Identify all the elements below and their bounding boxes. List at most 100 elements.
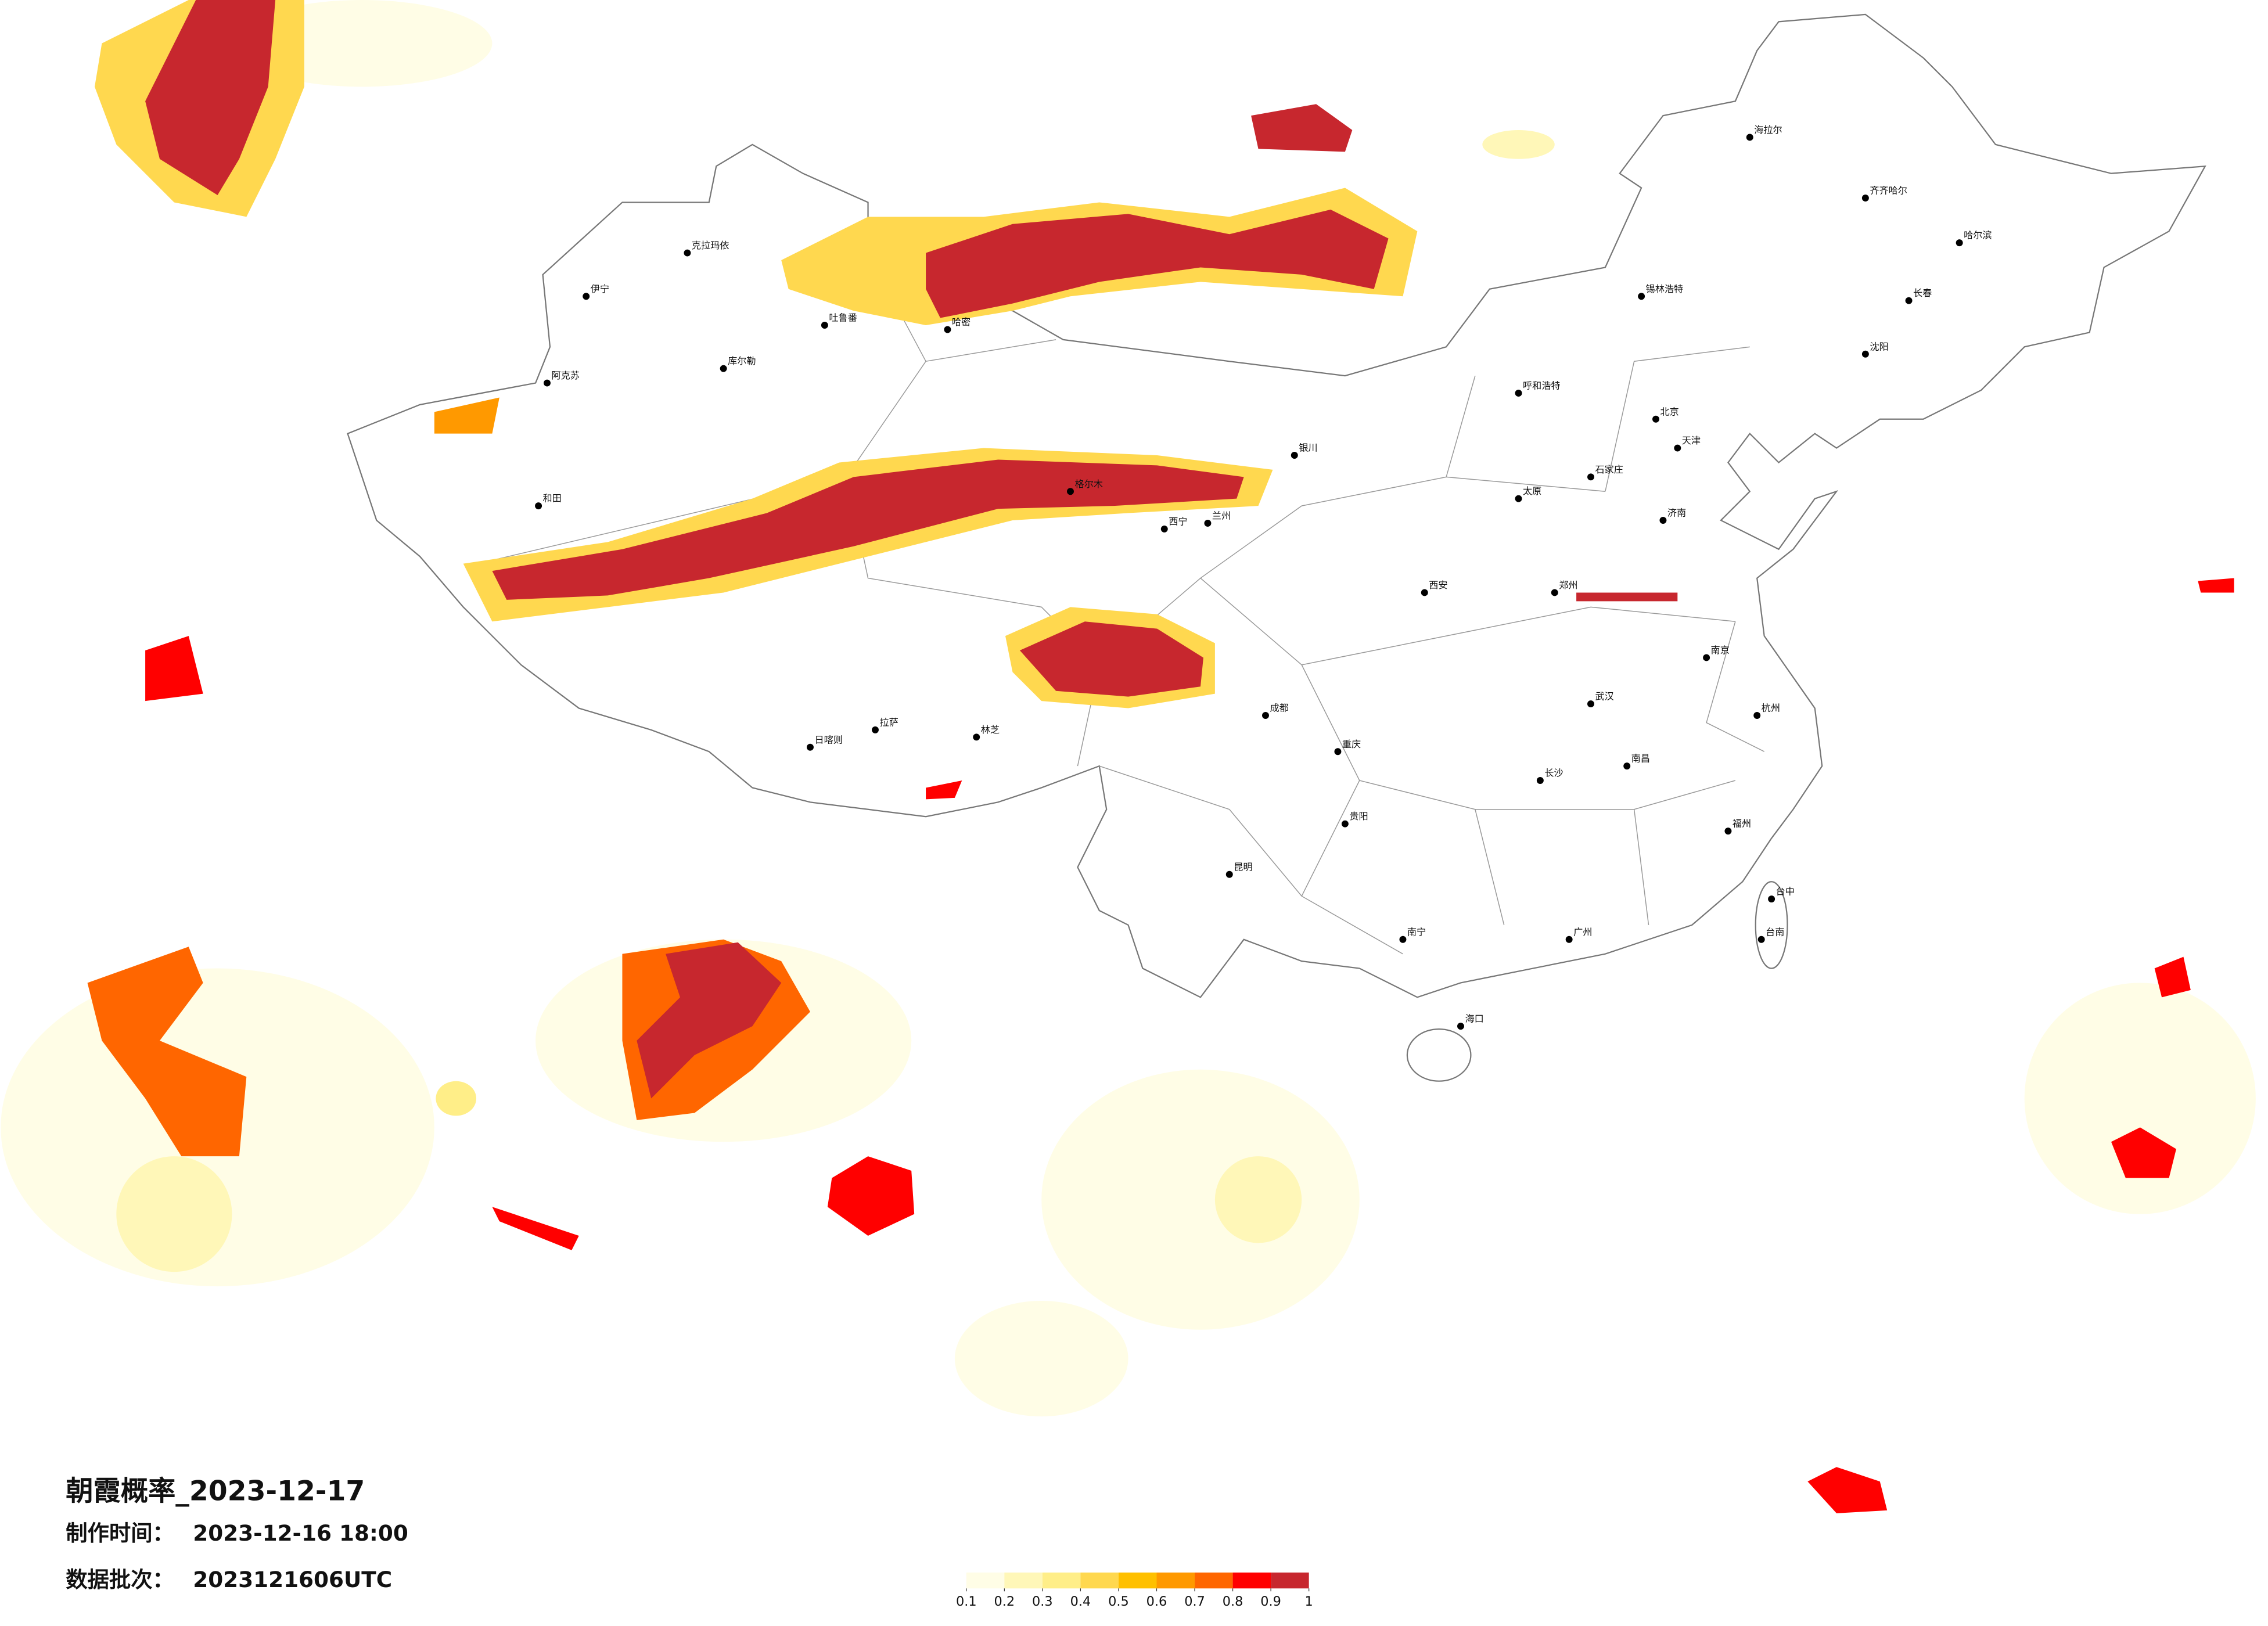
colorbar-tick-label: 1 [1305,1594,1313,1609]
colorbar-tick-label: 0.8 [1223,1594,1243,1609]
city-marker [973,733,980,741]
city-label: 库尔勒 [728,355,756,366]
taiwan-outline [1755,881,1788,969]
field-patch [637,942,782,1099]
city-marker [1746,134,1753,141]
city-label: 重庆 [1342,739,1361,750]
city-label: 锡林浩特 [1646,283,1684,294]
city-marker [1160,525,1168,533]
colorbar-swatch [1042,1572,1081,1589]
footer-value: 2023121606UTC [193,1567,392,1592]
province-borders [477,253,1764,955]
city-label: 贵阳 [1349,811,1368,822]
city-marker [944,326,951,333]
field-patch [827,1156,915,1236]
city-marker [1587,700,1594,708]
city-marker [1757,936,1765,943]
field-patch [1041,1069,1360,1330]
field-patch [1251,104,1353,152]
city-label: 和田 [543,493,562,504]
colorbar-swatch [1004,1572,1043,1589]
city-label: 阿克苏 [551,370,579,381]
city-label: 太原 [1523,485,1541,497]
colorbar-tick-label: 0.5 [1108,1594,1129,1609]
city-label: 成都 [1270,703,1288,714]
colorbar-swatch [966,1572,1005,1589]
city-marker [1536,777,1544,784]
colorbar: 0.1 0.2 0.3 0.4 0.5 0.6 0.7 0.8 0.9 1 [956,1572,1313,1609]
footer: 朝霞概率_2023-12-17 制作时间： 2023-12-16 18:00 数… [66,1475,408,1592]
field-patch [926,780,962,800]
city-marker [1551,589,1558,596]
map-title: 朝霞概率_2023-12-17 [66,1475,365,1507]
city-label: 武汉 [1595,691,1613,702]
city-marker [535,502,542,510]
city-marker [1703,654,1710,661]
probability-field [87,0,2234,1513]
city-marker [1067,488,1074,495]
field-patch [1576,592,1678,602]
field-patch [434,397,499,434]
city-label: 西安 [1429,580,1447,591]
city-label: 石家庄 [1595,464,1623,475]
field-patch [1214,1156,1302,1243]
field-patch [492,459,1244,600]
city-marker [821,322,828,329]
city-marker [1565,936,1573,943]
footer-value: 2023-12-16 18:00 [193,1520,408,1546]
city-marker [1399,936,1407,943]
city-marker [684,249,691,257]
city-marker [1861,350,1869,358]
city-marker [1768,895,1775,903]
city-marker [1861,195,1869,202]
footer-label: 数据批次： [66,1567,174,1592]
city-label: 长春 [1913,287,1932,298]
city-label: 昆明 [1234,861,1252,872]
city-marker [1674,444,1681,452]
field-patch [1482,130,1555,159]
city-label: 兰州 [1212,510,1231,521]
field-patch [145,636,203,702]
field-patch [954,1301,1128,1417]
city-label: 吐鲁番 [829,312,857,323]
city-label: 济南 [1667,508,1686,519]
city-marker [1724,828,1732,835]
colorbar-swatch [1080,1572,1119,1589]
city-marker [1623,762,1631,770]
city-marker [1515,495,1522,502]
city-label: 南京 [1711,645,1730,656]
hainan-outline [1406,1028,1472,1082]
city-marker [720,365,727,372]
city-label: 克拉玛依 [692,240,729,251]
city-label: 沈阳 [1870,341,1888,352]
city-label: 拉萨 [879,717,898,728]
city-marker [544,379,551,387]
city-label: 北京 [1660,406,1678,417]
colorbar-tick-label: 0.7 [1184,1594,1205,1609]
city-label: 伊宁 [591,283,609,294]
city-label: 南宁 [1407,926,1426,937]
country-outline [347,13,2206,998]
city-marker [1291,452,1298,459]
field-patch [436,1081,477,1116]
city-label: 广州 [1573,926,1592,937]
city-marker [1515,390,1522,397]
field-patch [87,947,247,1157]
colorbar-swatch [1232,1572,1271,1589]
colorbar-tick-label: 0.9 [1260,1594,1281,1609]
city-label: 呼和浩特 [1523,380,1561,391]
city-label: 海口 [1465,1013,1483,1024]
city-marker [872,726,879,733]
field-patch [2154,956,2191,998]
field-patch [1019,621,1203,697]
city-label: 福州 [1733,818,1751,829]
city-marker [1457,1023,1464,1030]
city-label: 海拉尔 [1754,124,1782,135]
city-marker [1421,589,1428,596]
city-label: 齐齐哈尔 [1870,185,1907,196]
city-marker [1225,870,1233,878]
colorbar-tick-label: 0.1 [956,1594,977,1609]
city-label: 西宁 [1169,516,1187,527]
